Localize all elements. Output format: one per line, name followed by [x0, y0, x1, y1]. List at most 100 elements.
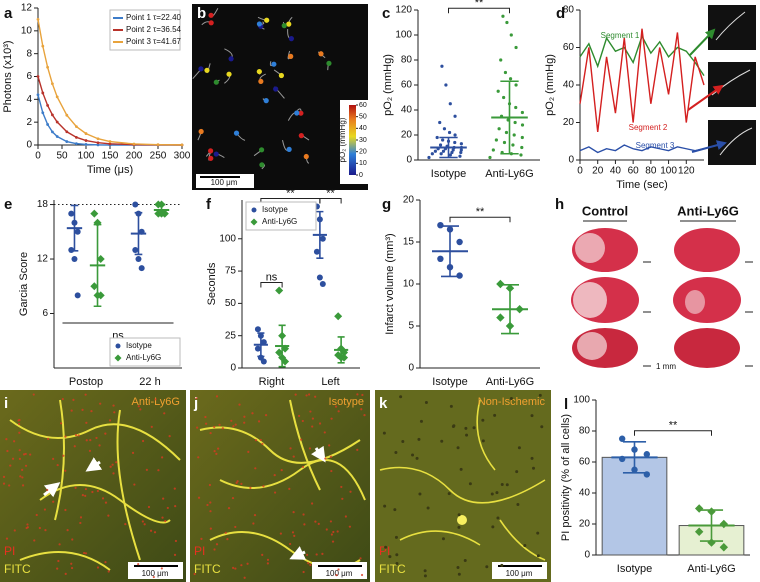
- x-tick-label: Left: [321, 376, 339, 388]
- data-point: [340, 353, 349, 362]
- x-tick-label: Isotype: [432, 376, 467, 388]
- pi-cell: [43, 508, 47, 511]
- y-tick-label: 5: [408, 321, 414, 332]
- pi-cell: [261, 442, 264, 445]
- line-series: [579, 28, 705, 132]
- pi-cell: [330, 417, 333, 420]
- pi-cell: [131, 451, 135, 454]
- arrow: [311, 445, 326, 463]
- data-point: [36, 18, 40, 21]
- cell: [536, 554, 540, 558]
- pi-cell: [74, 486, 77, 489]
- pi-cell: [266, 558, 270, 561]
- pi-cell: [112, 472, 115, 475]
- cell: [463, 558, 467, 562]
- y-tick-label: 80: [563, 5, 575, 16]
- pi-cell: [64, 469, 67, 472]
- data-point: [46, 123, 49, 126]
- y-tick-label: 4: [26, 94, 32, 105]
- pi-cell: [107, 570, 110, 573]
- pi-cell: [88, 449, 92, 452]
- pi-cell: [107, 514, 110, 517]
- pi-cell: [166, 506, 169, 510]
- thumbnail: [708, 62, 756, 107]
- y-tick-label: 100: [395, 30, 412, 41]
- y-tick-label: 80: [401, 55, 413, 66]
- pi-cell: [330, 469, 333, 473]
- x-tick-label: 80: [645, 166, 657, 177]
- pi-cell: [64, 508, 67, 512]
- pi-cell: [291, 531, 295, 534]
- oxygen-probe: [208, 155, 214, 161]
- data-point: [519, 153, 523, 157]
- panel-k: k Non-Ischemic PI FITC 100 μm: [375, 390, 551, 582]
- cell: [495, 491, 499, 495]
- data-point: [180, 143, 184, 147]
- cell: [485, 565, 489, 569]
- x-tick-label: 20: [592, 166, 604, 177]
- cell: [464, 426, 468, 430]
- infarct: [577, 332, 607, 360]
- pi-cell: [307, 393, 311, 396]
- data-point: [138, 265, 145, 272]
- cell: [447, 492, 451, 496]
- pi-cell: [104, 561, 107, 564]
- colorbar-tick-label: 60: [359, 102, 367, 109]
- pi-cell: [324, 457, 327, 460]
- pi-cell: [2, 475, 6, 479]
- cell: [516, 503, 520, 507]
- pi-cell: [70, 566, 74, 570]
- data-point: [512, 133, 516, 137]
- cell: [401, 440, 405, 444]
- x-tick-label: 0: [577, 166, 583, 177]
- colorbar-label: pO₂ (mmHg): [338, 117, 347, 162]
- x-tick-label: 250: [150, 151, 167, 162]
- cell: [493, 413, 497, 417]
- pi-cell: [115, 461, 118, 464]
- data-point: [427, 155, 431, 160]
- data-point: [441, 149, 446, 153]
- pi-cell: [234, 567, 237, 570]
- data-point: [132, 201, 139, 208]
- pi-cell: [305, 553, 309, 556]
- pi-cell: [329, 520, 333, 523]
- scale-bar-label: 100 μm: [506, 569, 533, 578]
- y-tick-label: 8: [26, 48, 32, 59]
- significance-bracket: [260, 281, 283, 288]
- pi-cell: [315, 553, 318, 556]
- data-point: [643, 451, 651, 458]
- panel-label: a: [4, 5, 13, 22]
- pi-cell: [213, 450, 216, 453]
- data-point: [156, 143, 160, 147]
- pi-cell: [8, 484, 11, 487]
- pi-cell: [79, 521, 82, 525]
- pi-cell: [215, 543, 219, 546]
- data-point: [108, 142, 112, 146]
- y-tick-label: 100: [573, 395, 590, 406]
- brain-section: [674, 328, 740, 368]
- x-tick-label: Isotype: [617, 563, 652, 575]
- panel-label: i: [4, 395, 8, 412]
- pi-cell: [11, 457, 15, 460]
- error-bar: [699, 509, 724, 542]
- pi-cell: [91, 490, 94, 494]
- panel-b: b pO₂ (mmHg) 100 μm: [192, 4, 368, 190]
- pi-cell: [236, 480, 239, 483]
- series-label: Segment 1: [601, 31, 640, 40]
- x-tick-label: 100: [78, 151, 95, 162]
- data-point: [319, 235, 326, 242]
- y-axis-label: Photons (x10³): [2, 40, 14, 112]
- pi-cell: [174, 504, 177, 508]
- pi-cell: [193, 572, 196, 576]
- data-point: [442, 127, 447, 131]
- stain-label: FITC: [4, 562, 31, 576]
- y-tick-label: 20: [401, 130, 413, 141]
- x-tick-label: Anti-Ly6G: [687, 563, 736, 575]
- vessels: [199, 399, 366, 569]
- error-bar: [316, 210, 324, 259]
- arrow: [85, 457, 103, 472]
- pi-cell: [82, 551, 86, 555]
- pi-cell: [243, 576, 246, 579]
- pi-cell: [141, 439, 145, 443]
- pi-cell: [262, 485, 265, 488]
